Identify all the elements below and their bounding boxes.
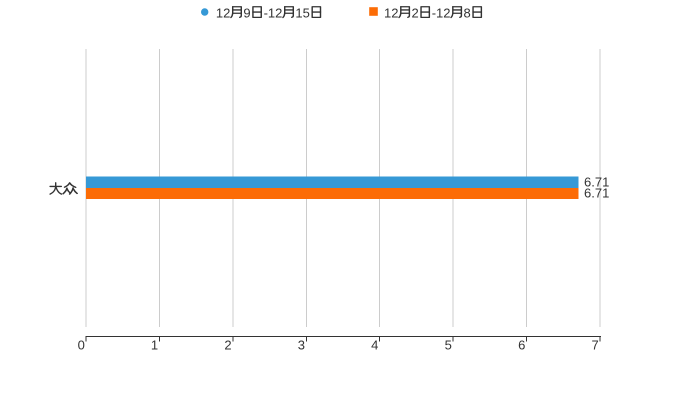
- svg-text:12: 12: [436, 5, 450, 20]
- svg-text:6: 6: [518, 338, 525, 353]
- svg-text:7: 7: [591, 338, 598, 353]
- svg-text:12: 12: [216, 5, 230, 20]
- svg-text:-: -: [264, 5, 268, 20]
- svg-text:3: 3: [298, 338, 305, 353]
- svg-text:-: -: [432, 5, 436, 20]
- svg-text:2: 2: [411, 5, 418, 20]
- svg-text:5: 5: [445, 338, 452, 353]
- svg-text:15: 15: [295, 5, 309, 20]
- svg-text:9: 9: [243, 5, 250, 20]
- svg-text:12: 12: [268, 5, 282, 20]
- svg-text:6.71: 6.71: [584, 174, 609, 189]
- svg-text:1: 1: [151, 338, 158, 353]
- svg-text:2: 2: [224, 338, 231, 353]
- svg-text:4: 4: [371, 338, 378, 353]
- svg-text:6.71: 6.71: [584, 186, 609, 201]
- svg-text:12: 12: [384, 5, 398, 20]
- svg-text:8: 8: [463, 5, 470, 20]
- svg-text:0: 0: [78, 338, 85, 353]
